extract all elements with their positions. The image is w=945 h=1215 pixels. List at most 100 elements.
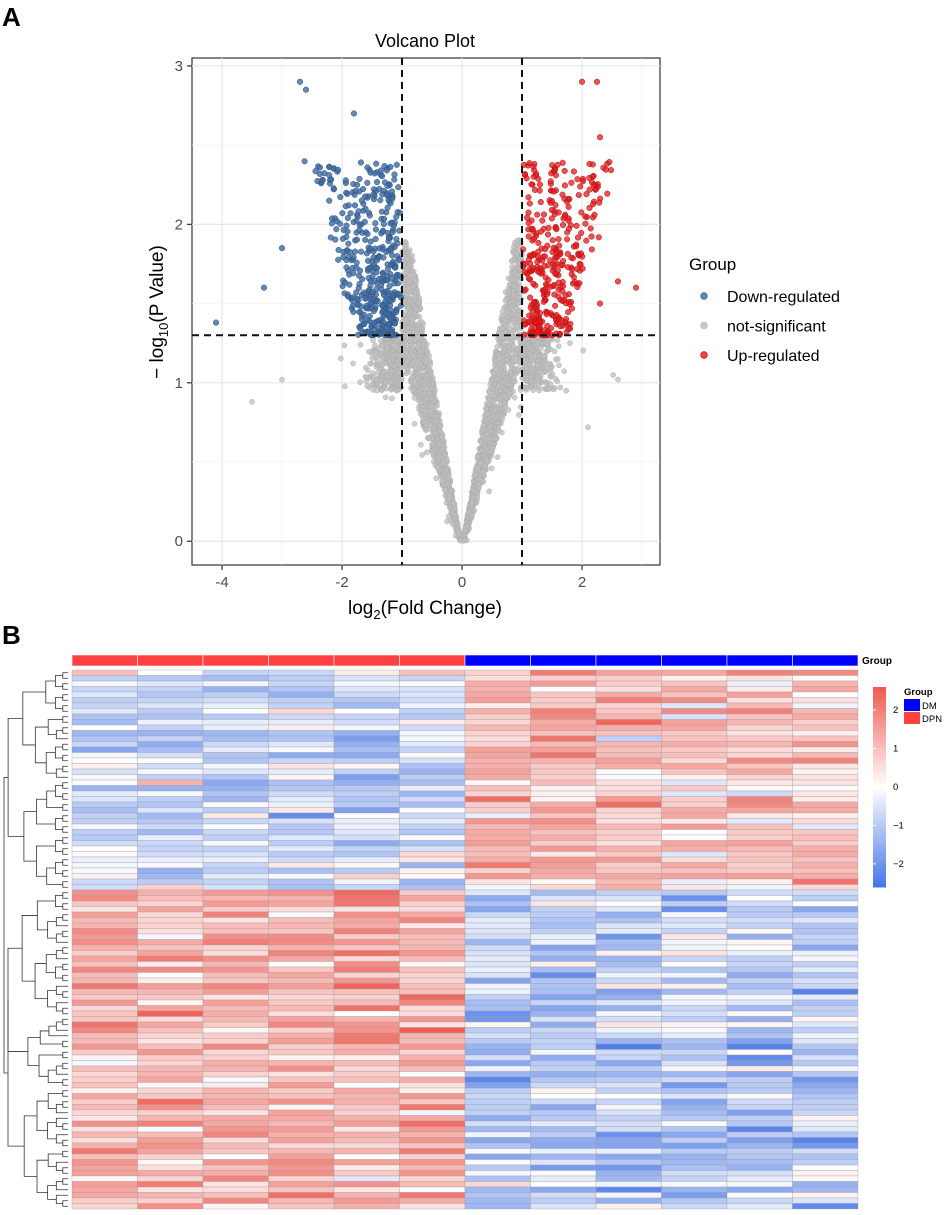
heatmap-cell: [595, 1005, 662, 1012]
heatmap-cell: [530, 1043, 597, 1050]
heatmap-cell: [792, 746, 859, 753]
heatmap-cell: [399, 774, 466, 781]
heatmap-cell: [71, 768, 138, 775]
heatmap-cell: [71, 1181, 138, 1188]
heatmap-cell: [464, 840, 531, 847]
dendrogram-branch: [62, 804, 68, 811]
heatmap-cell: [792, 955, 859, 962]
heatmap-cell: [530, 862, 597, 869]
point-up-regulated: [543, 311, 550, 318]
dendrogram-branch: [55, 1104, 68, 1114]
heatmap-cell: [464, 834, 531, 841]
heatmap-cell: [792, 768, 859, 775]
heatmap-cell: [595, 713, 662, 720]
heatmap-cell: [137, 1203, 204, 1210]
point-not-significant: [504, 335, 510, 342]
point-down-regulated: [379, 173, 386, 180]
heatmap-cell: [530, 878, 597, 885]
heatmap-cell: [595, 1164, 662, 1171]
heatmap-cell: [268, 741, 335, 748]
dendrogram-branch: [62, 930, 68, 938]
heatmap-cell: [137, 1148, 204, 1155]
heatmap-cell: [202, 972, 269, 979]
heatmap-cell: [595, 1104, 662, 1111]
heatmap-cell: [595, 1010, 662, 1017]
heatmap-cell: [399, 1192, 466, 1199]
heatmap-cell: [202, 933, 269, 940]
point-up-regulated: [573, 222, 580, 229]
heatmap-cell: [595, 686, 662, 693]
heatmap-cell: [661, 1076, 728, 1083]
heatmap-cell: [726, 796, 793, 803]
heatmap-cell: [661, 686, 728, 693]
heatmap-cell: [530, 1203, 597, 1210]
heatmap-cell: [726, 977, 793, 984]
point-up-regulated: [535, 269, 542, 276]
heatmap-cell: [333, 999, 400, 1006]
heatmap-cell: [530, 1027, 597, 1034]
dendrogram-branch: [55, 985, 68, 995]
heatmap-cell: [202, 1043, 269, 1050]
dendrogram-branch: [55, 768, 68, 778]
heatmap-cell: [530, 757, 597, 764]
point-not-significant: [545, 385, 552, 392]
heatmap-cell: [726, 1197, 793, 1204]
heatmap-cell: [333, 950, 400, 957]
point-up-regulated: [559, 159, 566, 166]
heatmap-cell: [464, 774, 531, 781]
heatmap-cell: [595, 757, 662, 764]
point-not-significant: [431, 425, 437, 432]
heatmap-cell: [595, 1159, 662, 1166]
heatmap-cell: [333, 735, 400, 742]
heatmap-cell: [399, 724, 466, 731]
heatmap-cell: [71, 851, 138, 858]
heatmap-cell: [202, 801, 269, 808]
heatmap-cell: [726, 785, 793, 792]
heatmap-cell: [530, 686, 597, 693]
heatmap-cell: [530, 933, 597, 940]
heatmap-cell: [726, 1054, 793, 1061]
colorbar-segment: [873, 717, 886, 721]
heatmap-cell: [595, 1093, 662, 1100]
colorbar-segment: [873, 743, 886, 748]
point-up-regulated: [564, 229, 571, 236]
heatmap-cell: [530, 1120, 597, 1127]
heatmap-cell: [71, 807, 138, 814]
point-not-significant: [417, 441, 424, 448]
heatmap-cell: [792, 1159, 859, 1166]
heatmap-cell: [399, 1054, 466, 1061]
point-not-significant: [419, 452, 425, 458]
heatmap-cell: [792, 801, 859, 808]
x-tick-label: 2: [578, 574, 586, 591]
heatmap-cell: [137, 829, 204, 836]
heatmap-cell: [399, 675, 466, 682]
heatmap-cell: [595, 768, 662, 775]
point-down-regulated: [395, 184, 402, 191]
point-up-regulated: [582, 220, 589, 227]
heatmap-cell: [333, 1016, 400, 1023]
heatmap-cell: [399, 851, 466, 858]
colorbar-segment: [873, 757, 886, 761]
heatmap-cell: [71, 867, 138, 874]
heatmap-cell: [137, 1071, 204, 1078]
heatmap-cell: [464, 1170, 531, 1177]
heatmap-cell: [71, 1082, 138, 1089]
point-not-significant: [367, 360, 373, 367]
point-up-regulated: [590, 181, 597, 189]
point-up-regulated: [553, 312, 560, 319]
point-up-regulated: [536, 181, 544, 188]
dendrogram-branch: [55, 950, 68, 960]
heatmap-cell: [71, 1049, 138, 1056]
colorbar-segment: [873, 847, 886, 851]
heatmap-cell: [726, 741, 793, 748]
heatmap-cell: [202, 922, 269, 929]
group-legend-swatch: [904, 712, 920, 724]
x-tick-label: -4: [215, 574, 228, 591]
dendrogram-branch: [46, 867, 63, 885]
colorbar-tick-label: 2: [893, 705, 898, 716]
heatmap-cell: [661, 1054, 728, 1061]
heatmap-cell: [399, 895, 466, 902]
point-not-significant: [505, 275, 512, 282]
heatmap-cell: [595, 763, 662, 770]
heatmap-cell: [202, 1153, 269, 1160]
